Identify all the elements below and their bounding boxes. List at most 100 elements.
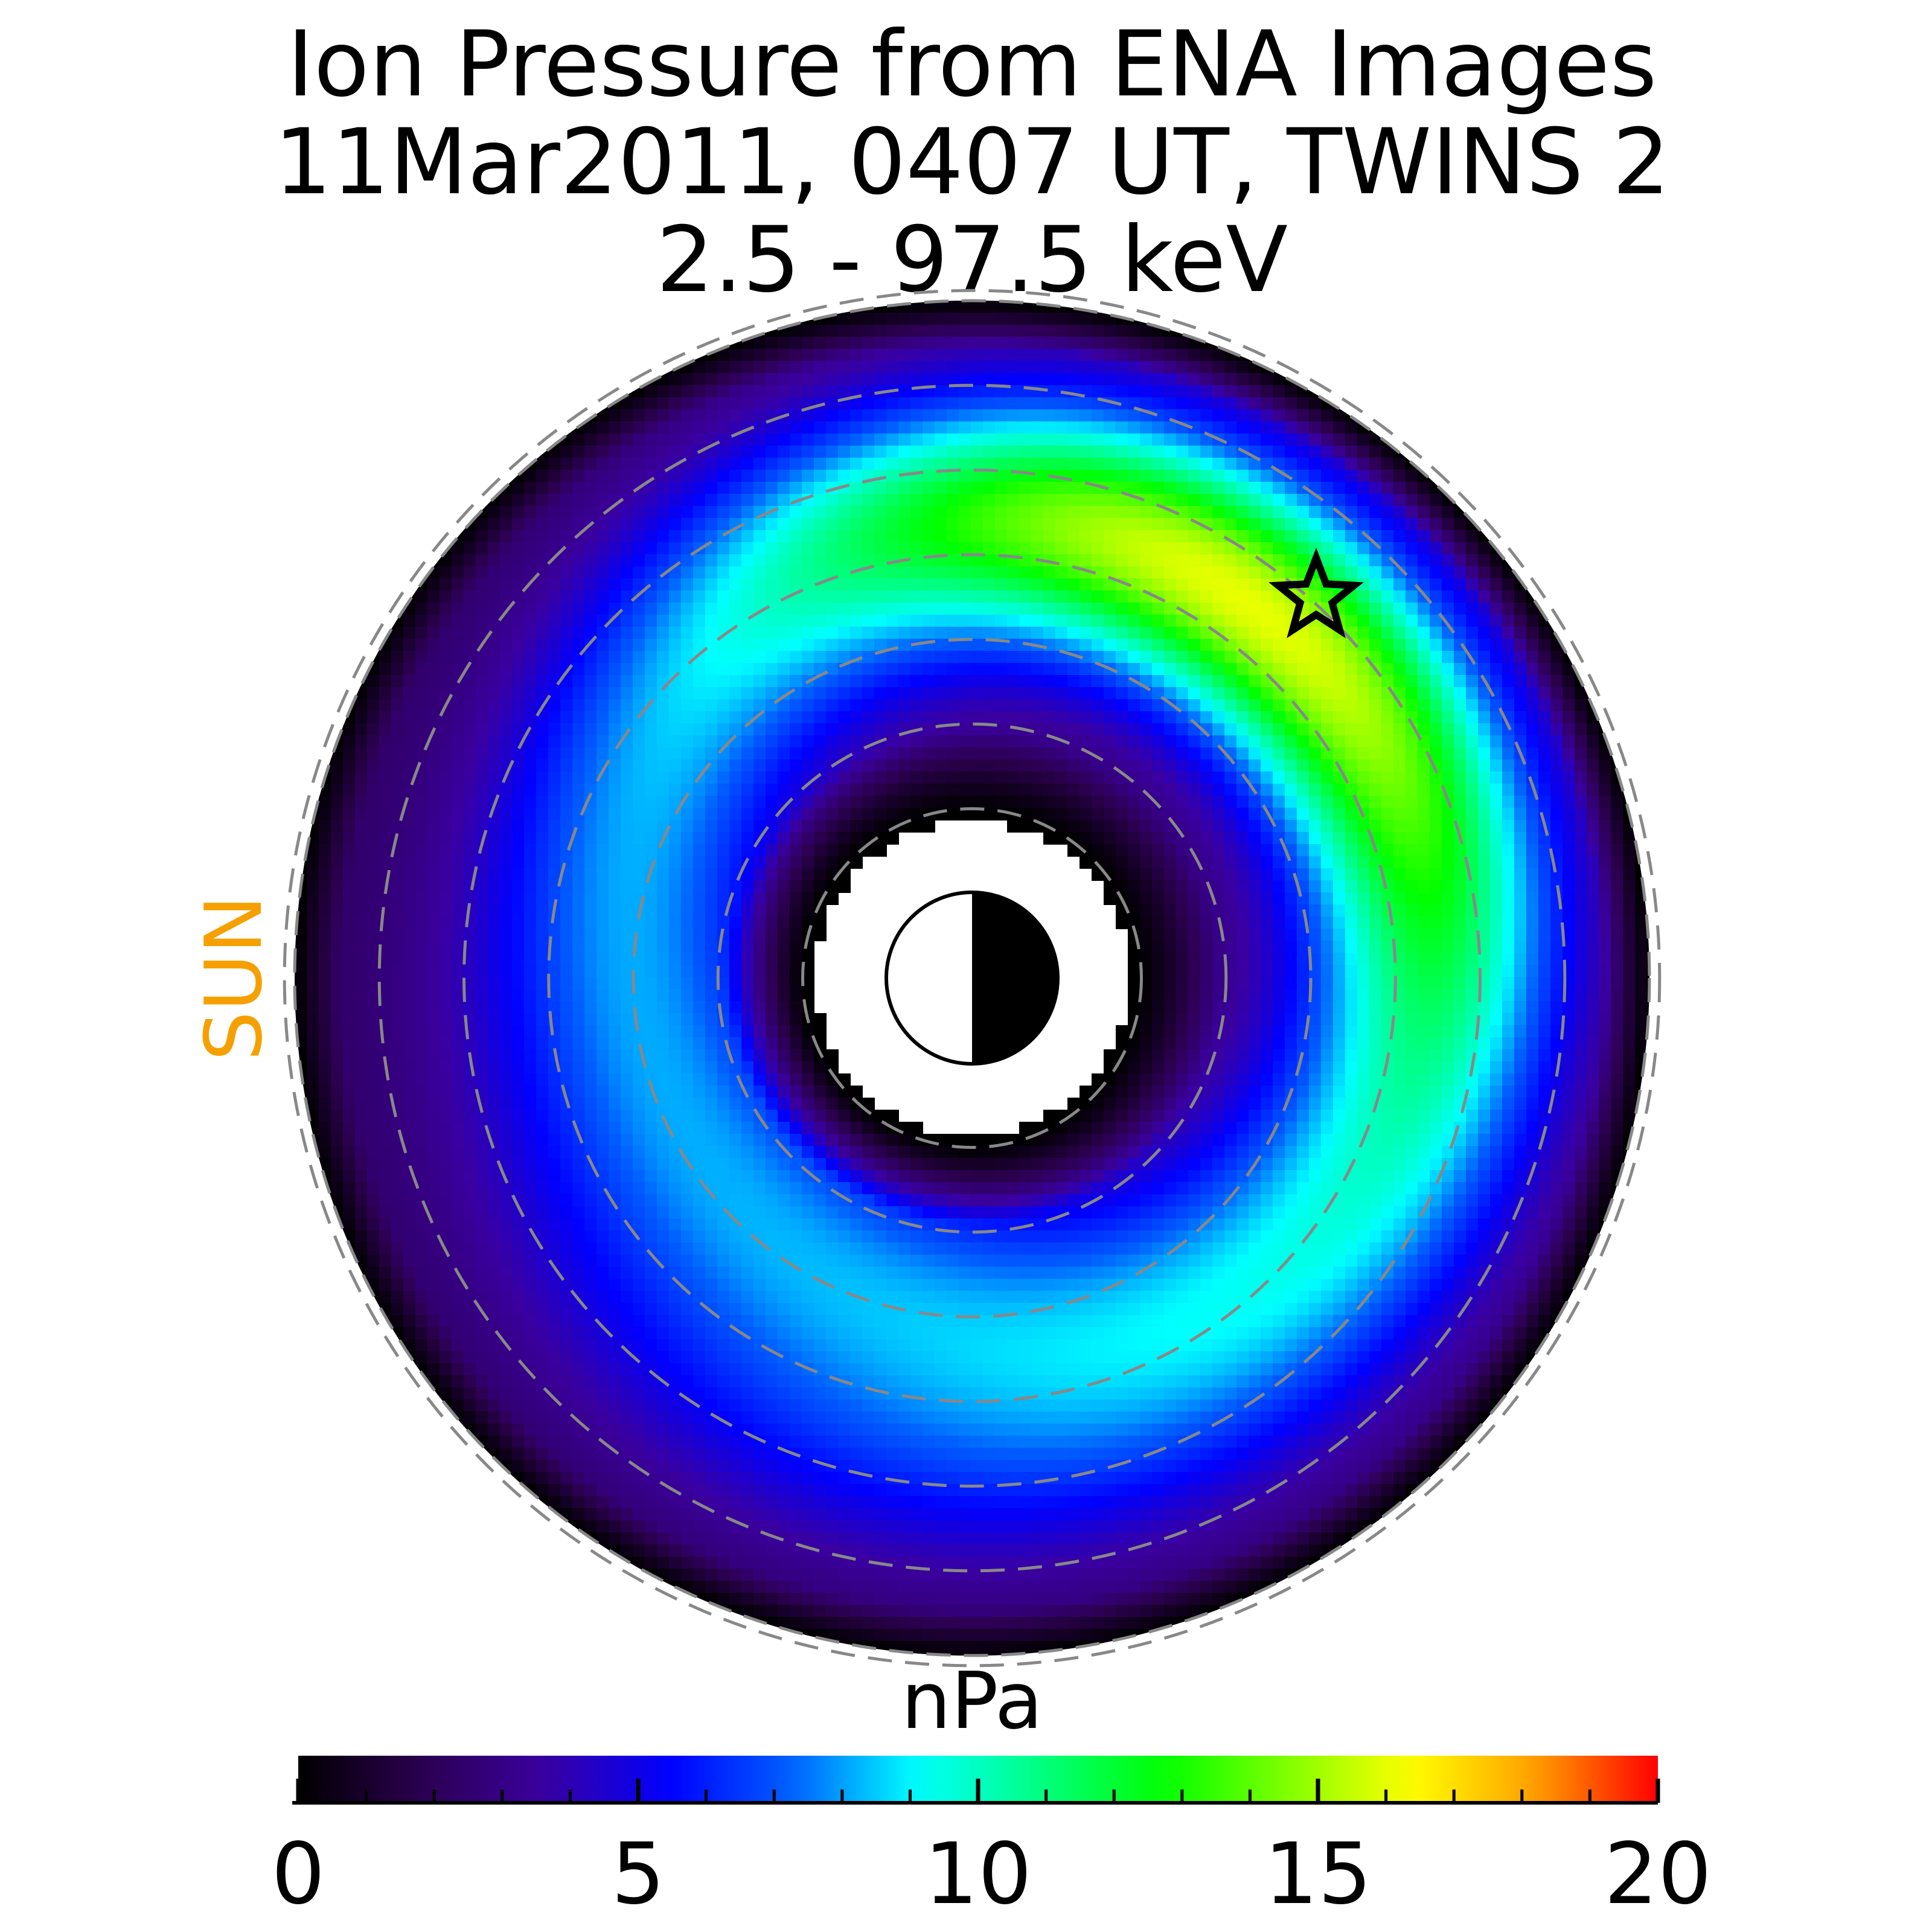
pressure-cell: [597, 663, 609, 676]
pressure-cell: [657, 397, 670, 410]
pressure-cell: [766, 832, 778, 845]
pressure-cell: [971, 1520, 984, 1533]
pressure-cell: [500, 1387, 513, 1400]
pressure-cell: [645, 880, 657, 893]
pressure-cell: [729, 494, 742, 507]
pressure-cell: [874, 458, 887, 470]
pressure-cell: [536, 1424, 549, 1436]
pressure-cell: [452, 590, 464, 603]
pressure-cell: [705, 1086, 718, 1098]
pressure-cell: [935, 1448, 947, 1460]
pressure-cell: [597, 1049, 609, 1062]
pressure-cell: [379, 856, 392, 869]
pressure-cell: [681, 1327, 694, 1340]
pressure-cell: [464, 1351, 476, 1364]
pressure-cell: [838, 627, 851, 639]
pressure-cell: [367, 1110, 380, 1122]
pressure-cell: [645, 1206, 657, 1219]
pressure-cell: [657, 796, 670, 808]
pressure-cell: [971, 421, 984, 434]
pressure-cell: [705, 892, 718, 905]
pressure-cell: [657, 916, 670, 929]
pressure-cell: [947, 1617, 959, 1630]
pressure-cell: [838, 844, 851, 857]
pressure-cell: [621, 808, 633, 820]
pressure-cell: [633, 1086, 645, 1098]
pressure-cell: [898, 421, 911, 434]
pressure-cell: [524, 868, 537, 881]
pressure-cell: [379, 1243, 392, 1255]
pressure-cell: [295, 941, 307, 953]
pressure-cell: [741, 1206, 754, 1219]
pressure-cell: [669, 1146, 682, 1159]
pressure-cell: [802, 1037, 814, 1050]
pressure-cell: [862, 1617, 875, 1630]
pressure-cell: [778, 747, 790, 760]
pressure-cell: [983, 1303, 996, 1316]
pressure-cell: [862, 1218, 875, 1231]
pressure-cell: [452, 1037, 464, 1050]
pressure-cell: [548, 1170, 561, 1183]
pressure-cell: [838, 433, 851, 446]
pressure-cell: [609, 470, 621, 482]
pressure-cell: [500, 1279, 513, 1291]
pressure-cell: [741, 1182, 754, 1195]
pressure-cell: [741, 892, 754, 905]
pressure-cell: [609, 687, 621, 700]
pressure-cell: [766, 1267, 778, 1279]
pressure-cell: [379, 1255, 392, 1267]
pressure-cell: [621, 506, 633, 519]
pressure-cell: [923, 1569, 935, 1581]
pressure-cell: [886, 1279, 899, 1291]
pressure-cell: [403, 615, 416, 627]
pressure-cell: [355, 1291, 368, 1303]
pressure-cell: [778, 397, 790, 410]
pressure-cell: [862, 1110, 875, 1122]
pressure-cell: [669, 590, 682, 603]
pressure-cell: [705, 1448, 718, 1460]
pressure-cell: [403, 1315, 416, 1328]
pressure-cell: [910, 1399, 923, 1412]
pressure-cell: [440, 1061, 452, 1074]
pressure-cell: [814, 530, 827, 543]
pressure-cell: [838, 1387, 851, 1400]
pressure-cell: [391, 1291, 404, 1303]
pressure-cell: [440, 651, 452, 664]
pressure-cell: [681, 1569, 694, 1581]
pressure-cell: [741, 1037, 754, 1050]
pressure-cell: [862, 1569, 875, 1581]
pressure-cell: [729, 1472, 742, 1485]
pressure-cell: [633, 977, 645, 990]
pressure-cell: [645, 1279, 657, 1291]
pressure-cell: [403, 627, 416, 639]
pressure-cell: [959, 325, 971, 337]
pressure-cell: [838, 1255, 851, 1267]
pressure-cell: [717, 916, 730, 929]
pressure-cell: [415, 723, 428, 736]
pressure-cell: [959, 566, 971, 579]
pressure-cell: [693, 711, 706, 724]
pressure-cell: [850, 482, 863, 494]
pressure-cell: [802, 1496, 814, 1509]
pressure-cell: [935, 1146, 947, 1159]
pressure-cell: [379, 675, 392, 688]
pressure-cell: [910, 699, 923, 712]
pressure-cell: [971, 735, 984, 748]
pressure-cell: [910, 421, 923, 434]
pressure-cell: [536, 1194, 549, 1207]
pressure-cell: [307, 892, 319, 905]
pressure-cell: [331, 808, 344, 820]
pressure-cell: [536, 1291, 549, 1303]
pressure-cell: [741, 603, 754, 615]
pressure-cell: [403, 687, 416, 700]
pressure-cell: [512, 1412, 525, 1424]
pressure-cell: [741, 1339, 754, 1352]
pressure-cell: [512, 977, 525, 990]
pressure-cell: [524, 965, 537, 977]
pressure-cell: [669, 1460, 682, 1473]
pressure-cell: [862, 760, 875, 772]
pressure-cell: [790, 989, 802, 1002]
pressure-cell: [790, 1556, 802, 1569]
pressure-cell: [778, 1073, 790, 1086]
pressure-cell: [717, 1460, 730, 1473]
